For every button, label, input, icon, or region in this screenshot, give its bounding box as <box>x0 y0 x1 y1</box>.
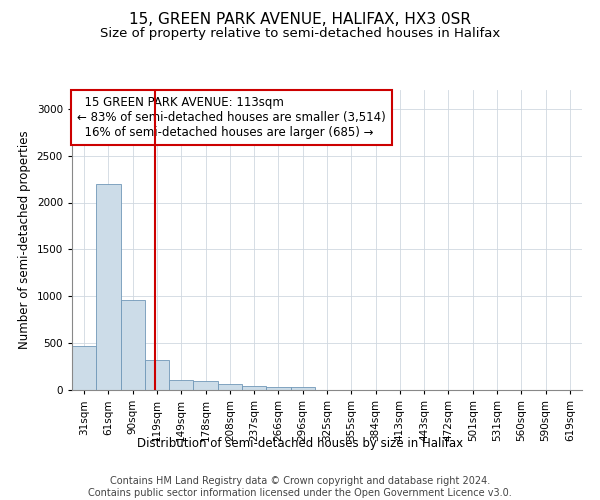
Text: 15, GREEN PARK AVENUE, HALIFAX, HX3 0SR: 15, GREEN PARK AVENUE, HALIFAX, HX3 0SR <box>129 12 471 28</box>
Bar <box>169 380 193 390</box>
Bar <box>290 388 315 390</box>
Bar <box>193 381 218 390</box>
Text: Distribution of semi-detached houses by size in Halifax: Distribution of semi-detached houses by … <box>137 438 463 450</box>
Bar <box>72 346 96 390</box>
Text: 15 GREEN PARK AVENUE: 113sqm
← 83% of semi-detached houses are smaller (3,514)
 : 15 GREEN PARK AVENUE: 113sqm ← 83% of se… <box>77 96 386 139</box>
Text: Contains HM Land Registry data © Crown copyright and database right 2024.
Contai: Contains HM Land Registry data © Crown c… <box>88 476 512 498</box>
Bar <box>96 184 121 390</box>
Bar <box>145 360 169 390</box>
Text: Size of property relative to semi-detached houses in Halifax: Size of property relative to semi-detach… <box>100 28 500 40</box>
Bar <box>242 386 266 390</box>
Bar <box>218 384 242 390</box>
Bar <box>121 300 145 390</box>
Bar <box>266 387 290 390</box>
Y-axis label: Number of semi-detached properties: Number of semi-detached properties <box>18 130 31 350</box>
